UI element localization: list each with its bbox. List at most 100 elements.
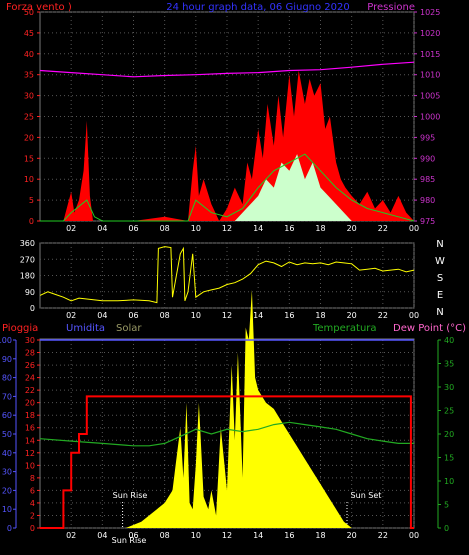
x-tick-label: 22 [378, 311, 388, 320]
pressure-label: Pressione [367, 2, 415, 13]
humidity-tick-label: 60 [2, 411, 12, 420]
left-tick-label: 45 [24, 29, 34, 38]
rain-tick-label: 26 [25, 361, 35, 370]
right-tick-label: 975 [420, 217, 435, 226]
rain-tick-label: 30 [25, 336, 35, 345]
rain-tick-label: 16 [25, 424, 35, 433]
panel-2-grid [40, 242, 415, 309]
direction-tick-label: 360 [20, 239, 35, 248]
compass-label: N [436, 307, 443, 318]
rain-tick-label: 14 [25, 436, 35, 445]
x-tick-label: 00 [409, 224, 419, 233]
temperature-tick-label: 30 [444, 383, 454, 392]
pressure-line [39, 61, 415, 78]
x-tick-label: 22 [378, 224, 388, 233]
rain-tick-label: 6 [30, 486, 35, 495]
direction-tick-label: 90 [25, 288, 35, 297]
left-tick-label: 15 [24, 154, 34, 163]
x-tick-label: 02 [66, 311, 76, 320]
left-tick-label: 20 [24, 133, 34, 142]
humidity-tick-label: 70 [2, 392, 12, 401]
rain-tick-label: 0 [30, 524, 35, 533]
x-tick-label: 04 [97, 224, 107, 233]
x-tick-label: 16 [284, 224, 294, 233]
humidity-tick-label: 100 [0, 336, 12, 345]
panel-2-x-ticks: 02 04 06 08 10 12 14 16 18 20 22 00 [66, 311, 419, 320]
left-tick-label: 30 [24, 92, 34, 101]
panel-1-right-ticks: 975 980 985 990 995 1000 1005 1010 1015 1020 1025 [414, 8, 440, 226]
x-tick-label: 06 [128, 224, 138, 233]
rain-tick-label: 28 [25, 349, 35, 358]
x-tick-label: 12 [222, 311, 232, 320]
rain-tick-label: 4 [30, 499, 35, 508]
rain-tick-label: 18 [25, 411, 35, 420]
humidity-tick-label: 30 [2, 468, 12, 477]
rain-line [40, 395, 414, 529]
x-tick-label: 16 [284, 531, 294, 540]
rain-tick-label: 24 [25, 374, 35, 383]
right-tick-label: 1010 [420, 71, 440, 80]
panel-1-left-ticks: 0 5 10 15 20 25 30 35 40 45 50 [24, 8, 40, 226]
wind-label: Forza vento ) [6, 2, 72, 13]
dew-point-label: Dew Point (°C) [393, 323, 466, 334]
right-tick-label: 985 [420, 175, 435, 184]
temperature-tick-label: 10 [444, 477, 454, 486]
temperature-tick-label: 25 [444, 407, 454, 416]
x-tick-label: 00 [409, 311, 419, 320]
temperature-tick-label: 20 [444, 430, 454, 439]
rain-tick-label: 22 [25, 386, 35, 395]
temperature-tick-label: 35 [444, 360, 454, 369]
panel-2-left-ticks: 0 90 180 270 360 [20, 239, 35, 313]
temperature-ticks: 0 5 10 15 20 25 30 35 40 [438, 336, 454, 533]
left-tick-label: 50 [24, 8, 34, 17]
humidity-tick-label: 0 [7, 524, 12, 533]
x-tick-label: 14 [253, 531, 263, 540]
x-tick-label: 12 [222, 531, 232, 540]
direction-tick-label: 270 [20, 255, 35, 264]
x-tick-label: 22 [378, 531, 388, 540]
direction-tick-label: 0 [30, 304, 35, 313]
x-tick-label: 14 [253, 224, 263, 233]
x-tick-label: 02 [66, 224, 76, 233]
x-tick-label: 04 [97, 531, 107, 540]
humidity-tick-label: 80 [2, 374, 12, 383]
solar-label: Solar [116, 323, 142, 334]
rain-tick-label: 12 [25, 449, 35, 458]
x-tick-label: 14 [253, 311, 263, 320]
right-tick-label: 1020 [420, 29, 440, 38]
wind-direction-line [39, 246, 415, 304]
rain-tick-label: 20 [25, 399, 35, 408]
x-tick-label: 10 [191, 531, 201, 540]
compass-label: W [435, 256, 445, 267]
temperature-line [39, 421, 414, 447]
left-tick-label: 40 [24, 50, 34, 59]
humidity-tick-label: 50 [2, 430, 12, 439]
left-tick-label: 10 [24, 175, 34, 184]
x-tick-label: 04 [97, 311, 107, 320]
chart-title: 24 hour graph data, 06 Giugno 2020 [166, 2, 350, 13]
panel-2-series [39, 246, 415, 304]
rain-tick-label: 10 [25, 461, 35, 470]
sunset-annotation: Sun Set [351, 491, 382, 500]
x-tick-label: 20 [347, 311, 357, 320]
compass-label: E [437, 290, 443, 301]
temperature-label: Temperatura [312, 323, 377, 334]
x-tick-label: 12 [222, 224, 232, 233]
right-tick-label: 990 [420, 154, 435, 163]
x-tick-label: 20 [347, 224, 357, 233]
direction-tick-label: 180 [20, 272, 35, 281]
right-tick-label: 980 [420, 196, 435, 205]
temperature-tick-label: 15 [444, 454, 454, 463]
sunrise-time-label: Sun Rise [112, 536, 147, 545]
x-tick-label: 08 [160, 311, 170, 320]
left-tick-label: 5 [29, 196, 34, 205]
rain-label: Pioggia [2, 323, 38, 334]
humidity-tick-label: 10 [2, 505, 12, 514]
temperature-tick-label: 0 [444, 524, 449, 533]
panel-1-series [39, 61, 415, 222]
